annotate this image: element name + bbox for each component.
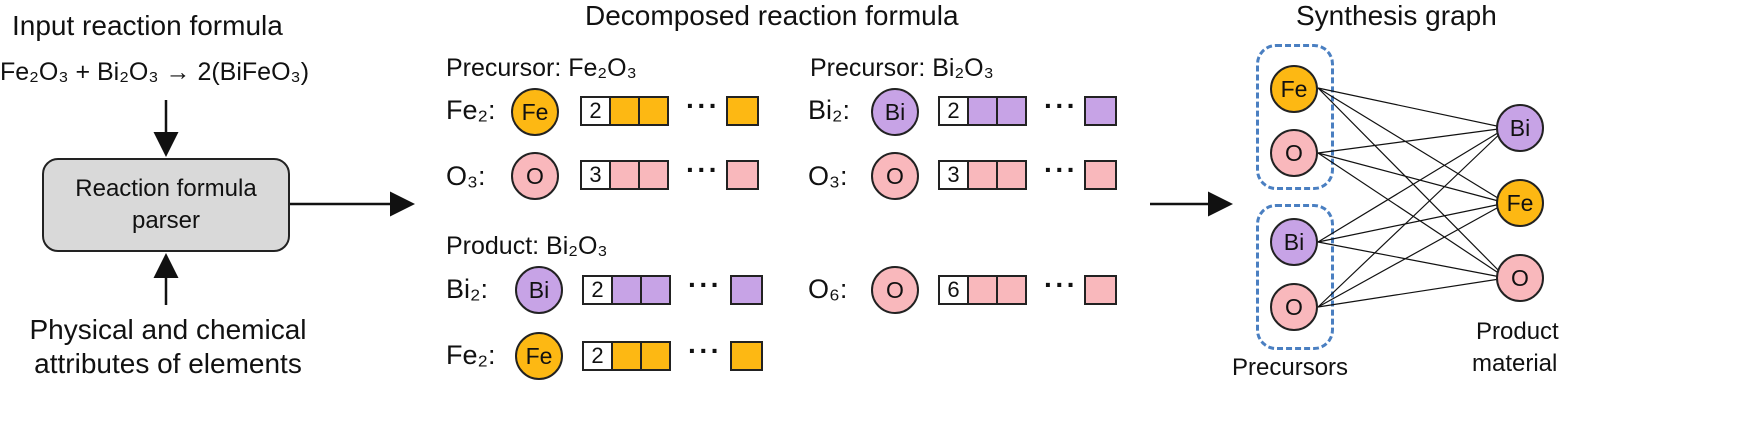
- feature-vector: 2: [580, 96, 669, 126]
- edge: [1317, 152, 1507, 279]
- edge: [1317, 152, 1507, 204]
- attributes-line2: attributes of elements: [34, 348, 302, 379]
- element-node-o: O: [871, 266, 919, 314]
- feature-cell: [638, 96, 669, 126]
- count-cell: 3: [938, 160, 969, 190]
- edge: [1317, 202, 1507, 243]
- edge: [1317, 202, 1507, 308]
- element-node-fe: Fe: [515, 332, 563, 380]
- feature-cell: [638, 160, 669, 190]
- edge: [1317, 241, 1507, 279]
- product-label: Product: Bi₂O₃: [446, 232, 608, 260]
- edge: [1317, 127, 1507, 243]
- feature-vector: 2: [938, 96, 1027, 126]
- edge: [1317, 127, 1507, 308]
- feature-cell: [640, 341, 671, 371]
- count-cell: 2: [582, 275, 613, 305]
- edge: [1317, 87, 1507, 279]
- graph-node-product-bi: Bi: [1496, 104, 1544, 152]
- ellipsis: ···: [686, 154, 720, 185]
- feature-cell-last: [730, 275, 763, 305]
- count-cell: 2: [938, 96, 969, 126]
- feature-vector: 6: [938, 275, 1027, 305]
- element-node-o: O: [871, 152, 919, 200]
- feature-vector: 3: [580, 160, 669, 190]
- graph-heading: Synthesis graph: [1296, 0, 1497, 31]
- precursors-label: Precursors: [1232, 354, 1349, 381]
- graph-node-product-fe: Fe: [1496, 179, 1544, 227]
- feature-cell-last: [726, 96, 759, 126]
- feature-vector: 3: [938, 160, 1027, 190]
- feature-cell: [609, 160, 640, 190]
- graph-node-precursor-o: O: [1270, 283, 1318, 331]
- graph-node-precursor-o: O: [1270, 129, 1318, 177]
- input-heading: Input reaction formula: [12, 10, 283, 41]
- attributes-label: Physical and chemical attributes of elem…: [18, 316, 318, 378]
- ellipsis: ···: [688, 335, 722, 366]
- product-material-label-line2: material: [1472, 350, 1558, 377]
- feature-vector: 2: [582, 275, 671, 305]
- precursor-group-bi2o3: [1256, 204, 1334, 350]
- feature-vector: 2: [582, 341, 671, 371]
- edge: [1317, 87, 1507, 204]
- row-label: Bi₂:: [446, 274, 488, 304]
- decomposed-heading: Decomposed reaction formula: [585, 0, 959, 31]
- feature-cell-last: [730, 341, 763, 371]
- ellipsis: ···: [1044, 269, 1078, 300]
- row-label: Fe₂:: [446, 340, 496, 370]
- row-label: O₃:: [808, 161, 848, 191]
- ellipsis: ···: [1044, 90, 1078, 121]
- feature-cell-last: [1084, 275, 1117, 305]
- feature-cell: [996, 160, 1027, 190]
- row-label: O₃:: [446, 161, 486, 191]
- element-node-bi: Bi: [515, 266, 563, 314]
- graph-node-precursor-fe: Fe: [1270, 65, 1318, 113]
- feature-cell-last: [726, 160, 759, 190]
- reaction-equation: Fe₂O₃ + Bi₂O₃ → 2(BiFeO₃): [0, 58, 310, 86]
- parser-label-line1: Reaction formula: [75, 174, 257, 202]
- precursor2-label: Precursor: Bi₂O₃: [810, 54, 994, 82]
- precursor-group-fe2o3: [1256, 44, 1334, 190]
- feature-cell: [967, 275, 998, 305]
- ellipsis: ···: [686, 90, 720, 121]
- edge: [1317, 87, 1507, 129]
- edge: [1317, 277, 1507, 308]
- feature-cell-last: [1084, 96, 1117, 126]
- graph-node-product-o: O: [1496, 254, 1544, 302]
- feature-cell-last: [1084, 160, 1117, 190]
- element-node-o: O: [511, 152, 559, 200]
- row-label: Fe₂:: [446, 95, 496, 125]
- element-node-fe: Fe: [511, 88, 559, 136]
- row-label: Bi₂:: [808, 95, 850, 125]
- element-node-bi: Bi: [871, 88, 919, 136]
- feature-cell: [996, 275, 1027, 305]
- feature-cell: [996, 96, 1027, 126]
- ellipsis: ···: [688, 269, 722, 300]
- count-cell: 2: [582, 341, 613, 371]
- reaction-formula-parser: Reaction formula parser: [42, 158, 290, 252]
- feature-cell: [640, 275, 671, 305]
- attributes-line1: Physical and chemical: [29, 314, 307, 345]
- edge: [1317, 127, 1507, 154]
- row-label: O₆:: [808, 274, 848, 304]
- ellipsis: ···: [1044, 154, 1078, 185]
- product-material-label-line1: Product: [1476, 318, 1559, 345]
- count-cell: 6: [938, 275, 969, 305]
- precursor1-label: Precursor: Fe₂O₃: [446, 54, 637, 82]
- graph-node-precursor-bi: Bi: [1270, 218, 1318, 266]
- parser-label-line2: parser: [131, 207, 201, 234]
